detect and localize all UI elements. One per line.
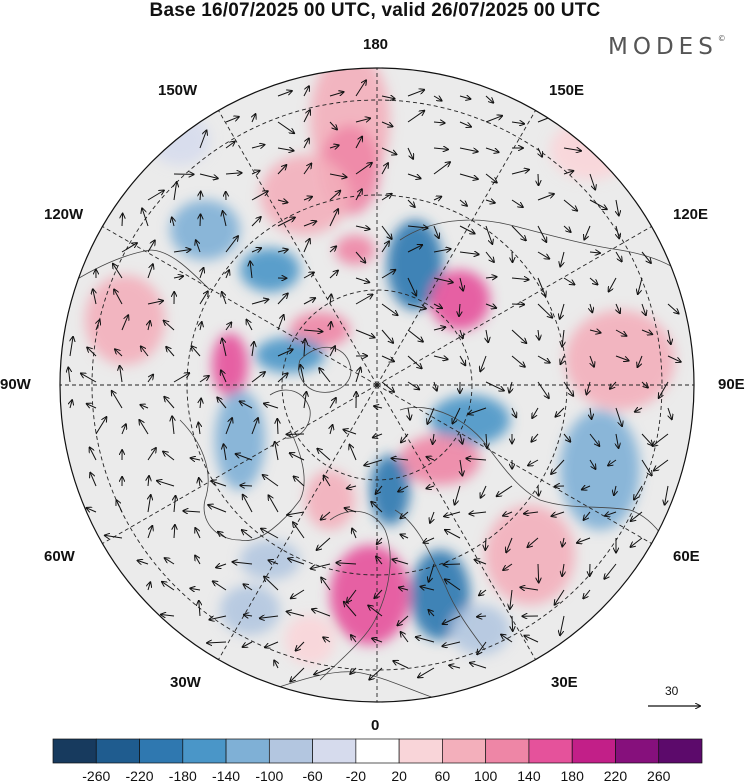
anomaly-blob bbox=[260, 155, 350, 235]
lon-label-0: 0 bbox=[371, 717, 379, 734]
colorbar-swatch bbox=[486, 739, 529, 763]
wind-vector bbox=[240, 485, 252, 486]
lon-label-150w: 150W bbox=[158, 82, 197, 99]
lon-label-30w: 30W bbox=[170, 674, 201, 691]
lon-label-90e: 90E bbox=[718, 376, 745, 393]
lon-label-30e: 30E bbox=[551, 674, 578, 691]
colorbar-tick-labels: -260 -220 -180 -140 -100 -60 -20 20 60 100 140 180 2… bbox=[0, 768, 750, 783]
colorbar-swatch bbox=[140, 739, 183, 763]
colorbar-tick: -220 bbox=[126, 768, 154, 784]
colorbar-swatch bbox=[399, 739, 442, 763]
colorbar-tick: -260 bbox=[82, 768, 110, 784]
colorbar-tick: -140 bbox=[212, 768, 240, 784]
colorbar-tick: 220 bbox=[604, 768, 627, 784]
colorbar-tick: -20 bbox=[346, 768, 366, 784]
lon-label-90w: 90W bbox=[0, 376, 31, 393]
colorbar-swatch bbox=[226, 739, 269, 763]
anomaly-blob bbox=[485, 505, 575, 605]
colorbar-tick: 60 bbox=[435, 768, 451, 784]
anomaly-blob bbox=[330, 545, 410, 645]
anomaly-blob bbox=[370, 455, 410, 525]
lon-label-180: 180 bbox=[363, 36, 388, 53]
anomaly-blob bbox=[255, 337, 325, 373]
anomaly-blob bbox=[220, 585, 280, 635]
lon-label-60w: 60W bbox=[44, 548, 75, 565]
wind-vector bbox=[485, 538, 486, 550]
wind-vector bbox=[200, 214, 201, 226]
anomaly-blob bbox=[305, 470, 355, 530]
colorbar-swatch bbox=[313, 739, 356, 763]
anomaly-blob bbox=[150, 115, 210, 165]
colorbar-swatch bbox=[615, 739, 658, 763]
anomaly-blob bbox=[560, 410, 640, 530]
colorbar-swatch bbox=[572, 739, 615, 763]
colorbar-tick: 100 bbox=[474, 768, 497, 784]
colorbar-tick: -180 bbox=[169, 768, 197, 784]
wind-vector bbox=[512, 616, 513, 631]
anomaly-blob bbox=[85, 275, 165, 365]
colorbar-swatch bbox=[183, 739, 226, 763]
lon-label-120e: 120E bbox=[673, 206, 708, 223]
anomaly-blob bbox=[335, 235, 375, 265]
colorbar-tick: 180 bbox=[561, 768, 584, 784]
wind-vector bbox=[538, 174, 539, 185]
colorbar-swatch bbox=[96, 739, 139, 763]
colorbar-swatch bbox=[529, 739, 572, 763]
colorbar-swatch bbox=[659, 739, 702, 763]
reference-vector-label: 30 bbox=[665, 684, 678, 698]
colorbar-tick: -60 bbox=[302, 768, 322, 784]
anomaly-blob bbox=[212, 333, 248, 397]
anomaly-blob bbox=[400, 435, 480, 485]
anomaly-blob bbox=[240, 248, 300, 292]
wind-vector bbox=[512, 304, 524, 305]
lon-label-60e: 60E bbox=[673, 548, 700, 565]
wind-vector bbox=[200, 192, 201, 200]
wind-vector bbox=[277, 419, 278, 434]
wind-vector bbox=[538, 564, 539, 583]
colorbar-swatch bbox=[356, 739, 399, 763]
lon-label-150e: 150E bbox=[549, 82, 584, 99]
colorbar-swatch bbox=[53, 739, 96, 763]
colorbar bbox=[53, 739, 702, 763]
colorbar-tick: 20 bbox=[391, 768, 407, 784]
colorbar-tick: -100 bbox=[255, 768, 283, 784]
colorbar-tick: 140 bbox=[517, 768, 540, 784]
anomaly-blob bbox=[565, 310, 675, 410]
wind-vector bbox=[512, 252, 513, 262]
anomaly-blob bbox=[215, 390, 265, 490]
wind-vector bbox=[443, 564, 460, 565]
colorbar-swatch bbox=[442, 739, 485, 763]
colorbar-swatch bbox=[269, 739, 312, 763]
wind-vector bbox=[538, 486, 539, 496]
colorbar-tick: 260 bbox=[647, 768, 670, 784]
wind-vector bbox=[122, 214, 123, 226]
lon-label-120w: 120W bbox=[44, 206, 83, 223]
